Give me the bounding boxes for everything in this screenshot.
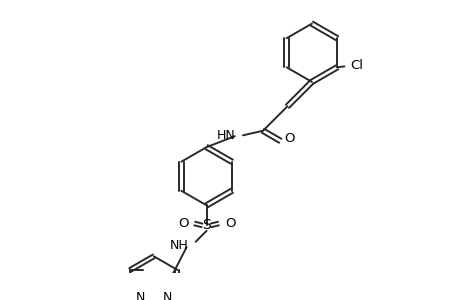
- Text: HN: HN: [217, 129, 235, 142]
- Text: O: O: [283, 132, 294, 146]
- Text: Cl: Cl: [349, 59, 362, 72]
- Text: N: N: [135, 291, 145, 300]
- Text: N: N: [162, 291, 172, 300]
- Text: O: O: [178, 217, 188, 230]
- Text: O: O: [224, 217, 235, 230]
- Text: S: S: [202, 218, 211, 233]
- Text: NH: NH: [169, 239, 188, 252]
